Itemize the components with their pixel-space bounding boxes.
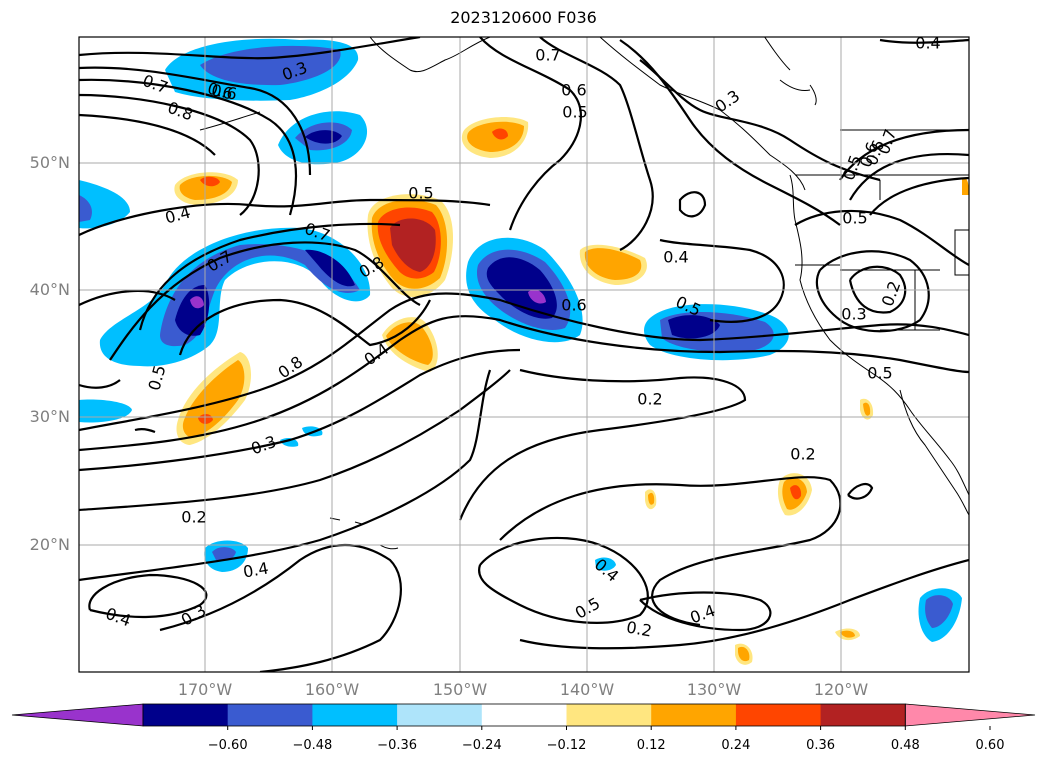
lat-tick-label: 30°N bbox=[29, 407, 70, 426]
contour-label: 0.4 bbox=[915, 34, 940, 53]
colorbar-tick-label: −0.12 bbox=[546, 738, 587, 753]
contour-label: 0.5 bbox=[562, 103, 587, 122]
positive-anomaly-regions bbox=[174, 117, 969, 665]
colorbar-tick-label: 0.48 bbox=[890, 738, 920, 753]
colorbar-segment bbox=[820, 704, 906, 726]
colorbar-segment bbox=[651, 704, 737, 726]
contour-label: 0.2 bbox=[625, 617, 653, 640]
contour-label: 0.6 bbox=[561, 81, 586, 100]
colorbar-tick-label: 0.60 bbox=[975, 738, 1005, 753]
colorbar-tick-label: 0.36 bbox=[806, 738, 836, 753]
contour-label: 0.4 bbox=[663, 248, 688, 267]
contour-label: 0.2 bbox=[790, 445, 815, 464]
contour-label: 0.6 bbox=[561, 296, 586, 315]
colorbar-segment bbox=[227, 704, 313, 726]
lon-tick-label: 130°W bbox=[686, 680, 742, 699]
contour-label: 0.5 bbox=[842, 209, 867, 228]
map-title: 2023120600 F036 bbox=[450, 8, 597, 27]
lat-tick-label: 50°N bbox=[29, 153, 70, 172]
lon-tick-label: 170°W bbox=[177, 680, 233, 699]
gridlines bbox=[79, 37, 969, 672]
colorbar-segment bbox=[397, 704, 483, 726]
neg-region-west-edge bbox=[79, 180, 130, 229]
lat-tick-label: 20°N bbox=[29, 535, 70, 554]
contour-lines bbox=[79, 37, 969, 672]
colorbar-segment bbox=[312, 704, 398, 726]
colorbar-segment bbox=[481, 704, 567, 726]
colorbar-tick-label: −0.60 bbox=[207, 738, 248, 753]
colorbar-tick-label: −0.48 bbox=[292, 738, 333, 753]
lon-tick-label: 150°W bbox=[432, 680, 488, 699]
contour-label: 0.7 bbox=[535, 46, 560, 65]
lon-tick-label: 140°W bbox=[559, 680, 615, 699]
colorbar-tick-label: −0.24 bbox=[461, 738, 502, 753]
contour-label: 0.6 bbox=[210, 80, 238, 103]
contour-label: 0.2 bbox=[181, 508, 206, 527]
lon-tick-label: 120°W bbox=[813, 680, 869, 699]
colorbar-extend-low bbox=[11, 703, 144, 727]
colorbar-segment bbox=[143, 704, 229, 726]
colorbar bbox=[11, 703, 1036, 730]
map-frame bbox=[78, 36, 970, 673]
lon-tick-label: 160°W bbox=[304, 680, 360, 699]
contour-label: 0.4 bbox=[242, 558, 270, 581]
colorbar-segment bbox=[566, 704, 652, 726]
colorbar-tick-label: −0.36 bbox=[377, 738, 418, 753]
contour-label: 0.5 bbox=[867, 364, 892, 383]
colorbar-segment bbox=[735, 704, 822, 726]
contour-label: 0.5 bbox=[408, 184, 433, 203]
colorbar-tick-label: 0.12 bbox=[636, 738, 666, 753]
contour-label: 0.3 bbox=[841, 305, 866, 324]
colorbar-tick-label: 0.24 bbox=[721, 738, 751, 753]
contour-label: 0.2 bbox=[637, 390, 662, 409]
lat-tick-label: 40°N bbox=[29, 280, 70, 299]
colorbar-extend-high bbox=[904, 703, 1036, 727]
coastlines bbox=[199, 37, 969, 550]
